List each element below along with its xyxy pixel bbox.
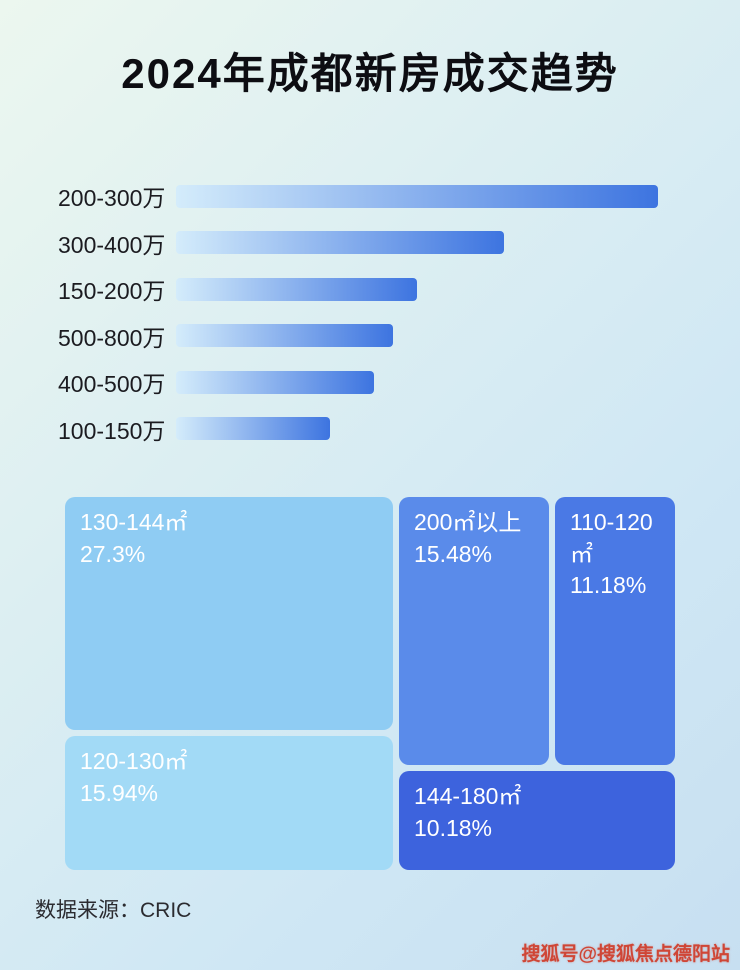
treemap-block-label: 200㎡以上 xyxy=(414,509,522,535)
treemap-block-label: 130-144㎡ xyxy=(80,509,188,535)
treemap-block: 120-130㎡ 15.94% xyxy=(65,736,393,870)
bar-track xyxy=(176,324,658,348)
bar-track xyxy=(176,277,658,301)
bar-category-label: 300-400万 xyxy=(58,231,166,258)
bar-row: 500-800万 xyxy=(58,313,658,360)
bar-track xyxy=(176,184,658,208)
treemap-block-label: 144-180㎡ xyxy=(414,783,522,809)
bar-fill xyxy=(176,324,393,348)
bar-category-label: 500-800万 xyxy=(58,324,166,351)
bar-fill xyxy=(176,417,331,441)
page-title: 2024年成都新房成交趋势 xyxy=(121,50,619,97)
treemap-block-value: 27.3% xyxy=(80,540,146,567)
bar-category-label: 150-200万 xyxy=(58,278,166,305)
bar-row: 150-200万 xyxy=(58,266,658,313)
bar-row: 400-500万 xyxy=(58,359,658,406)
bar-row: 200-300万 xyxy=(58,173,658,220)
bar-track xyxy=(176,370,658,394)
treemap-block-value: 15.48% xyxy=(414,540,493,567)
bar-row: 100-150万 xyxy=(58,406,658,453)
treemap-block-label: 120-130㎡ xyxy=(80,748,188,774)
bar-category-label: 200-300万 xyxy=(58,185,166,212)
treemap-block-label: 110-120㎡ xyxy=(570,509,653,567)
treemap-block-value: 10.18% xyxy=(414,814,493,841)
data-source-label: 数据来源：CRIC xyxy=(35,899,192,922)
bar-category-label: 400-500万 xyxy=(58,371,166,398)
bar-fill xyxy=(176,277,417,301)
treemap-block: 130-144㎡ 27.3% xyxy=(65,497,393,730)
area-share-treemap: 130-144㎡ 27.3% 200㎡以上 15.48% 110-120㎡ 11.18% 1… xyxy=(65,497,675,870)
bar-fill xyxy=(176,231,504,255)
bar-track xyxy=(176,417,658,441)
treemap-block: 110-120㎡ 11.18% xyxy=(555,497,675,765)
watermark-text: 搜狐号@搜狐焦点德阳站 xyxy=(521,944,730,965)
price-band-bar-chart: 200-300万 300-400万 150-200万 500-800万 400-500万… xyxy=(58,173,658,452)
bar-category-label: 100-150万 xyxy=(58,417,166,444)
bar-fill xyxy=(176,184,658,208)
treemap-block-value: 11.18% xyxy=(570,572,647,599)
treemap-block: 200㎡以上 15.48% xyxy=(399,497,549,765)
bar-track xyxy=(176,231,658,255)
treemap-block-value: 15.94% xyxy=(80,779,159,806)
bar-fill xyxy=(176,370,374,394)
treemap-block: 144-180㎡ 10.18% xyxy=(399,771,675,870)
bar-row: 300-400万 xyxy=(58,220,658,267)
